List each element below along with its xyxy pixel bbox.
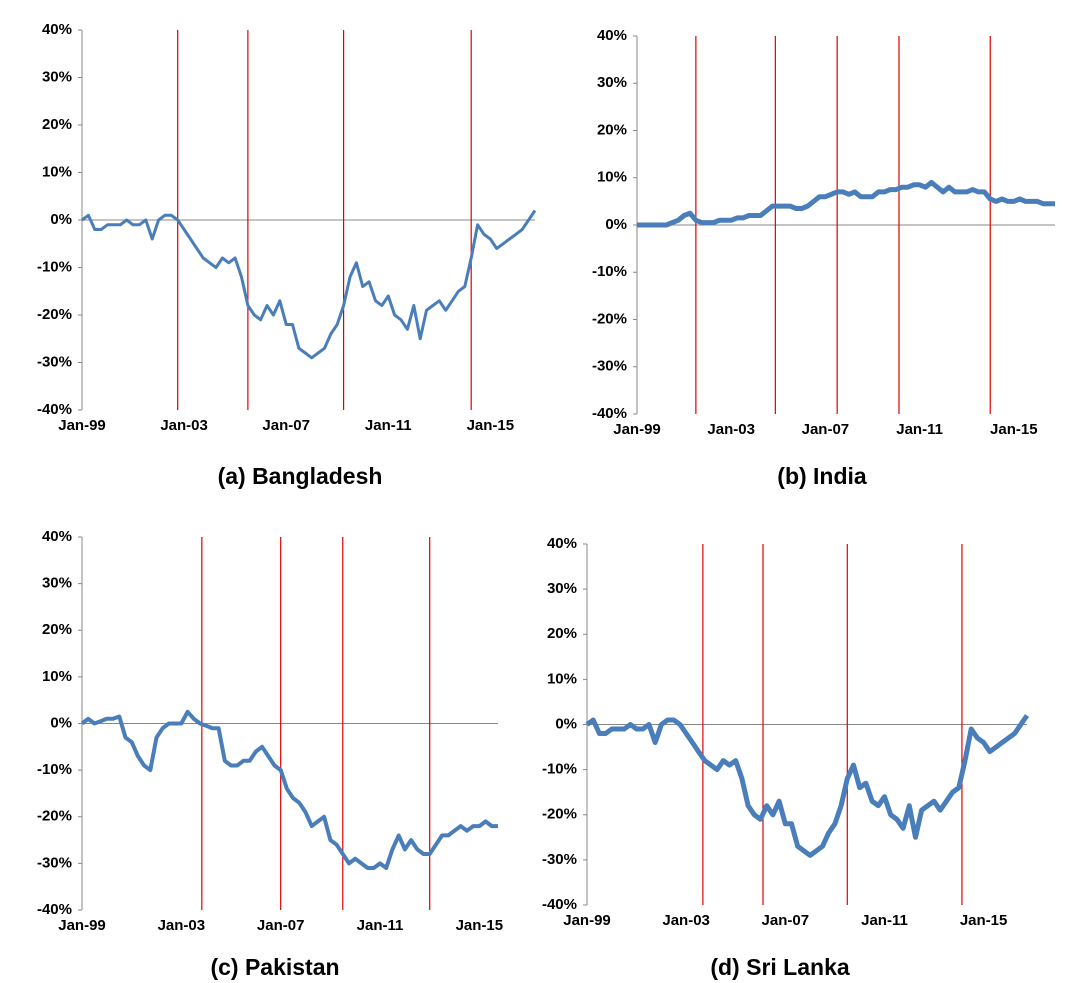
- x-tick-label: Jan-99: [563, 912, 611, 929]
- y-tick-label: 10%: [42, 163, 72, 180]
- y-tick-label: 0%: [605, 216, 627, 233]
- x-tick-label: Jan-03: [158, 917, 206, 934]
- x-tick-label: Jan-03: [160, 417, 208, 434]
- y-tick-label: 30%: [42, 68, 72, 85]
- x-tick-label: Jan-03: [707, 421, 755, 438]
- y-tick-label: -10%: [592, 263, 627, 280]
- x-tick-label: Jan-07: [257, 917, 305, 934]
- y-tick-label: -30%: [592, 358, 627, 375]
- x-tick-label: Jan-15: [990, 421, 1038, 438]
- y-tick-label: -20%: [592, 310, 627, 327]
- y-tick-label: 0%: [50, 714, 72, 731]
- x-tick-label: Jan-11: [896, 421, 943, 438]
- y-tick-label: 0%: [555, 715, 577, 732]
- y-tick-label: 20%: [547, 625, 577, 642]
- x-tick-label: Jan-07: [762, 912, 810, 929]
- x-tick-label: Jan-07: [262, 417, 310, 434]
- y-tick-label: 10%: [547, 670, 577, 687]
- y-tick-label: -40%: [542, 896, 577, 913]
- y-tick-label: 20%: [42, 116, 72, 133]
- chart-title: (b) India: [777, 463, 867, 489]
- chart-title: (c) Pakistan: [210, 954, 339, 980]
- y-tick-label: 30%: [597, 74, 627, 91]
- y-tick-label: 10%: [597, 169, 627, 186]
- y-tick-label: 30%: [547, 580, 577, 597]
- x-tick-label: Jan-15: [456, 917, 504, 934]
- y-tick-label: -20%: [37, 306, 72, 323]
- y-tick-label: -10%: [37, 761, 72, 778]
- y-tick-label: 10%: [42, 668, 72, 685]
- data-line: [637, 180, 1055, 228]
- x-tick-label: Jan-15: [960, 912, 1008, 929]
- x-tick-label: Jan-99: [58, 417, 106, 434]
- y-tick-label: 40%: [42, 528, 72, 545]
- y-tick-label: 20%: [42, 621, 72, 638]
- y-tick-label: -10%: [37, 258, 72, 275]
- x-tick-label: Jan-11: [357, 917, 404, 934]
- data-line: [80, 709, 498, 870]
- y-tick-label: 40%: [42, 21, 72, 38]
- y-tick-label: -20%: [542, 806, 577, 823]
- y-tick-label: -40%: [37, 901, 72, 918]
- data-line: [81, 209, 537, 360]
- y-tick-label: -30%: [542, 851, 577, 868]
- chart-title: (d) Sri Lanka: [710, 954, 850, 980]
- y-tick-label: 0%: [50, 211, 72, 228]
- y-tick-label: 40%: [547, 535, 577, 552]
- y-tick-label: -20%: [37, 808, 72, 825]
- x-tick-label: Jan-11: [861, 912, 908, 929]
- y-tick-label: -40%: [37, 401, 72, 418]
- x-tick-label: Jan-11: [365, 417, 412, 434]
- x-tick-label: Jan-15: [467, 417, 515, 434]
- y-tick-label: -30%: [37, 854, 72, 871]
- y-tick-label: -40%: [592, 405, 627, 422]
- y-tick-label: 30%: [42, 575, 72, 592]
- x-tick-label: Jan-03: [662, 912, 710, 929]
- y-tick-label: -10%: [542, 761, 577, 778]
- y-tick-label: -30%: [37, 353, 72, 370]
- x-tick-label: Jan-07: [802, 421, 850, 438]
- x-tick-label: Jan-99: [58, 917, 106, 934]
- y-tick-label: 20%: [597, 121, 627, 138]
- x-tick-label: Jan-99: [613, 421, 661, 438]
- y-tick-label: 40%: [597, 27, 627, 44]
- data-line: [585, 714, 1030, 858]
- chart-title: (a) Bangladesh: [218, 463, 383, 489]
